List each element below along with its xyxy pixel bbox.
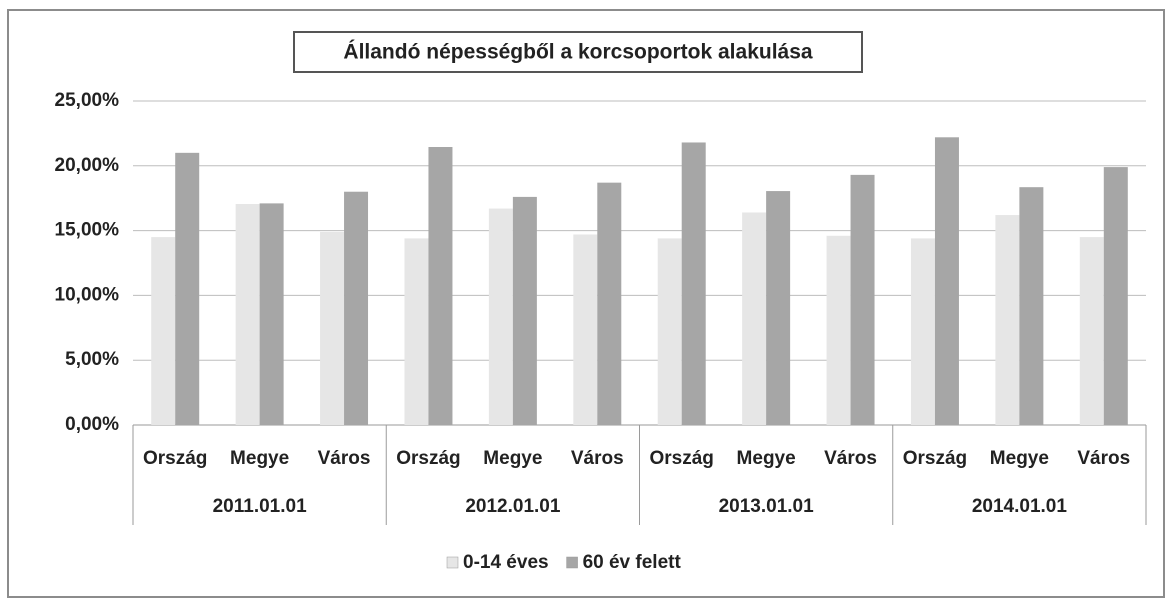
bar <box>512 196 537 425</box>
bar <box>175 152 200 425</box>
group-label: 2013.01.01 <box>719 496 815 517</box>
bar <box>934 137 959 425</box>
x-tick-label: Város <box>1077 448 1130 469</box>
x-tick-label: Ország <box>649 448 713 469</box>
legend-label: 60 év felett <box>583 552 682 573</box>
x-tick-label: Ország <box>903 448 967 469</box>
x-tick-label: Megye <box>483 448 542 469</box>
y-tick-label: 20,00% <box>55 155 120 176</box>
bar <box>1019 187 1044 425</box>
group-label: 2011.01.01 <box>213 496 307 517</box>
y-tick-label: 25,00% <box>55 90 120 111</box>
bar <box>259 203 284 425</box>
legend-label: 0-14 éves <box>463 552 549 573</box>
x-tick-label: Város <box>571 448 624 469</box>
x-tick-label: Város <box>824 448 877 469</box>
x-tick-label: Ország <box>396 448 460 469</box>
x-tick-label: Megye <box>990 448 1049 469</box>
chart-title: Állandó népességből a korcsoportok alaku… <box>343 41 812 64</box>
y-tick-label: 0,00% <box>65 414 119 435</box>
bar <box>428 147 453 425</box>
bar <box>1079 237 1104 425</box>
group-label: 2014.01.01 <box>972 496 1068 517</box>
x-tick-label: Ország <box>143 448 207 469</box>
bar <box>151 237 176 425</box>
bar <box>826 235 851 425</box>
y-tick-label: 5,00% <box>65 349 119 370</box>
legend-swatch <box>446 556 459 569</box>
bar <box>1103 167 1128 425</box>
bar <box>344 191 369 425</box>
bar <box>320 231 345 425</box>
bar <box>573 234 598 425</box>
y-tick-label: 10,00% <box>55 284 120 305</box>
bar <box>742 212 767 425</box>
bar <box>657 238 682 425</box>
bar <box>850 174 875 425</box>
x-tick-label: Megye <box>230 448 289 469</box>
bar <box>235 204 260 425</box>
y-tick-label: 15,00% <box>55 220 120 241</box>
bar <box>766 191 791 425</box>
bar <box>597 182 622 425</box>
x-tick-label: Város <box>318 448 371 469</box>
x-tick-label: Megye <box>737 448 796 469</box>
bar <box>404 238 429 425</box>
bar <box>681 142 706 426</box>
group-label: 2012.01.01 <box>465 496 561 517</box>
bar <box>995 215 1020 425</box>
bar <box>910 238 935 425</box>
title-box <box>293 31 863 73</box>
legend-swatch <box>566 556 578 569</box>
bar <box>488 208 513 425</box>
